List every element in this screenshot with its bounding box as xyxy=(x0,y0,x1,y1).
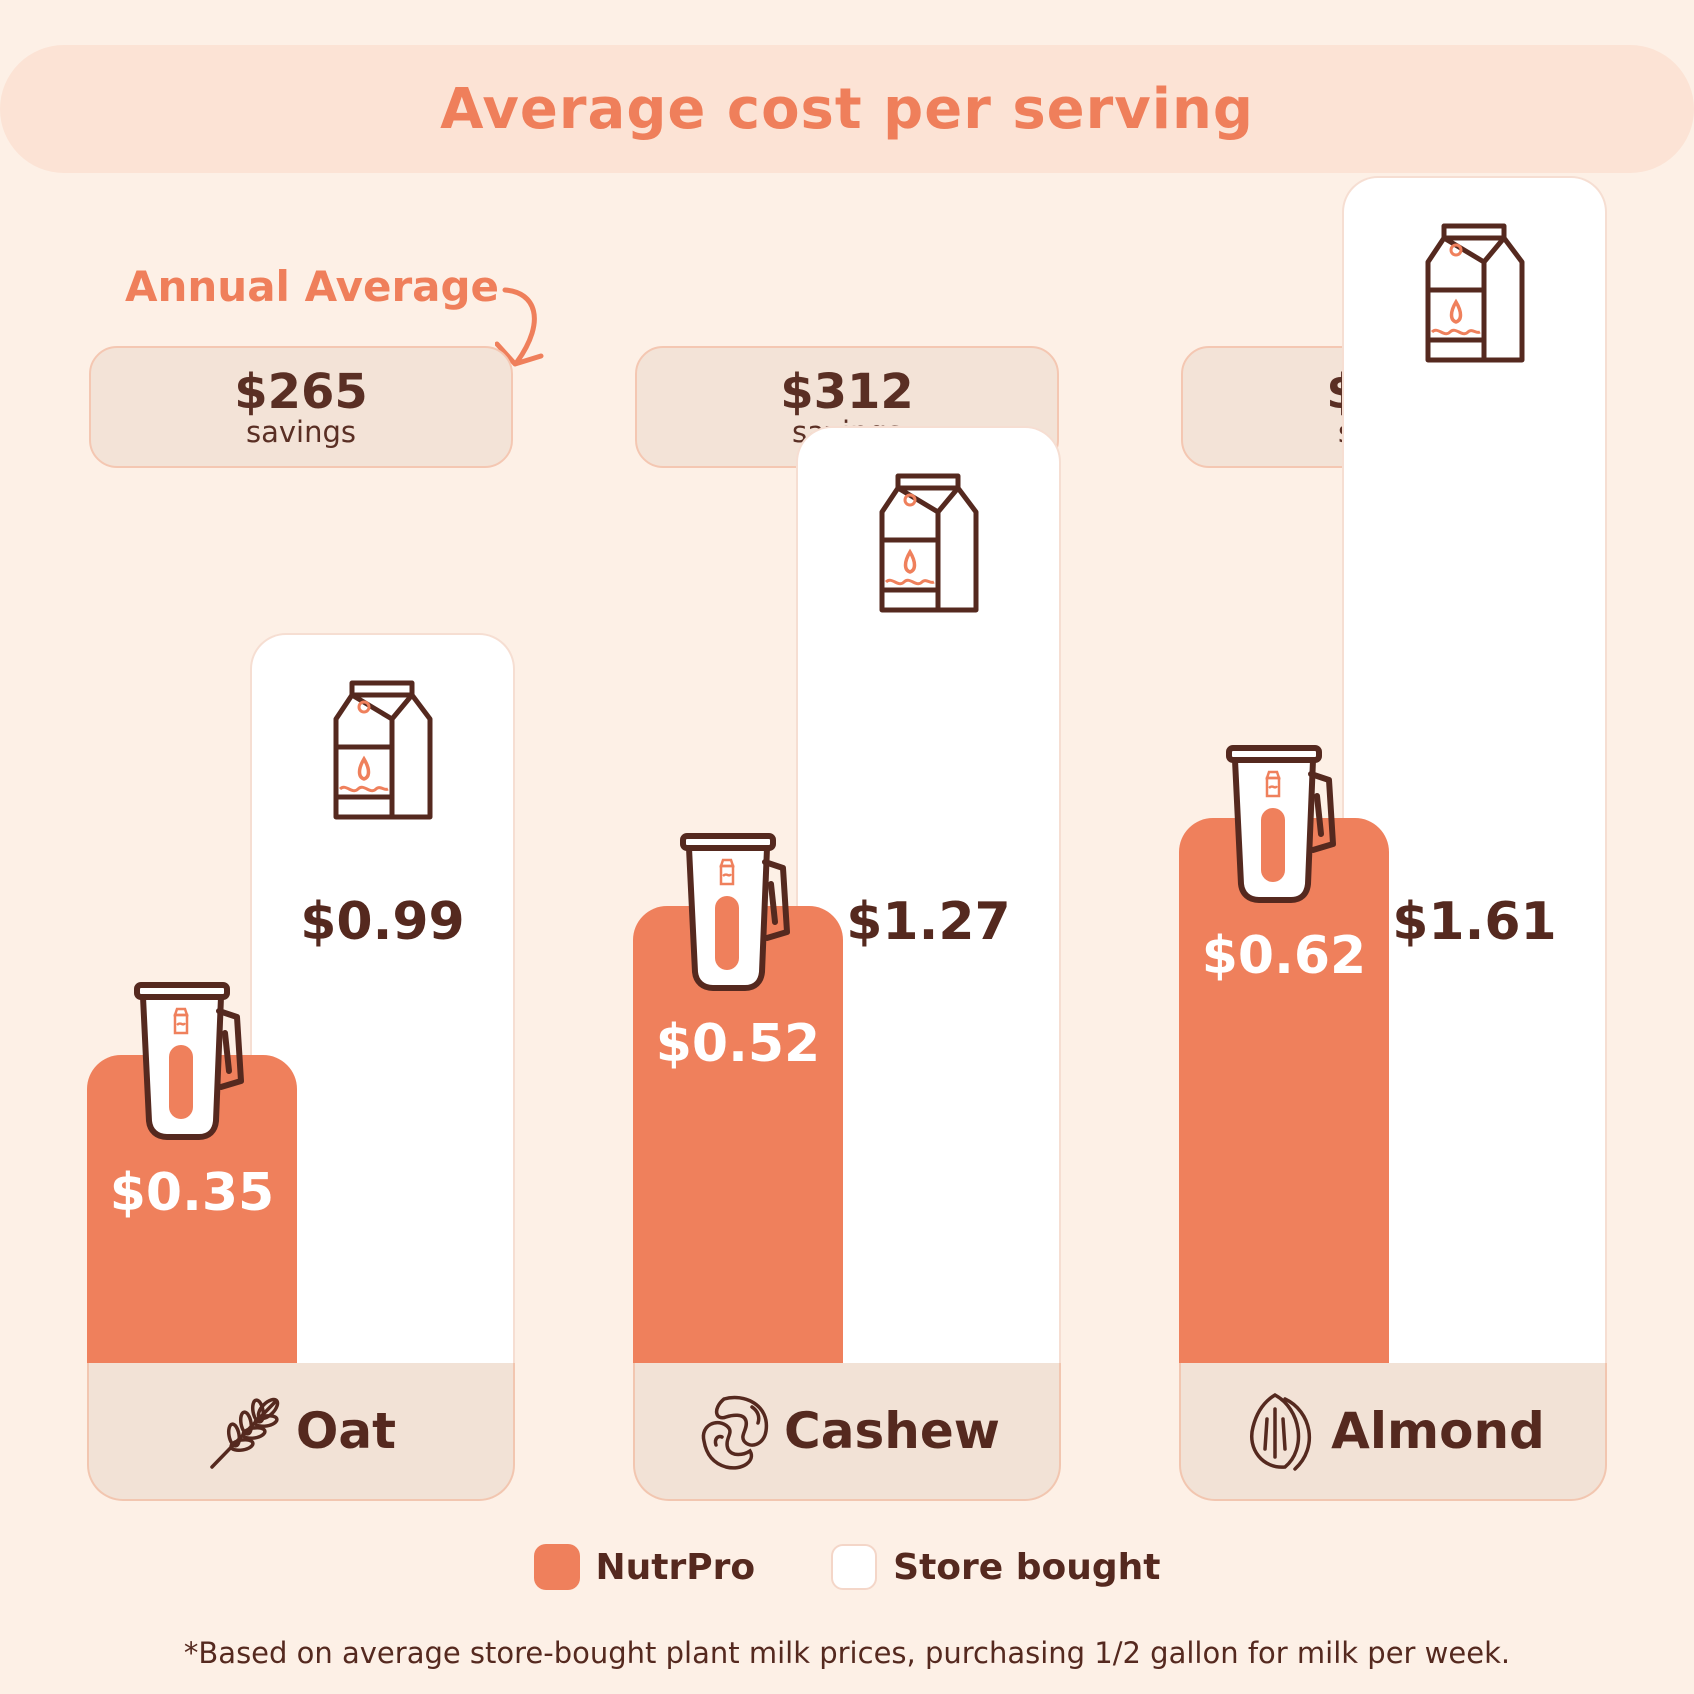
legend: NutrPro Store bought xyxy=(0,1544,1694,1590)
category-oat: Oat xyxy=(87,1363,515,1501)
savings-amount: $312 xyxy=(780,364,914,420)
category-cashew: Cashew xyxy=(633,1363,1061,1501)
cashew-icon xyxy=(701,1395,769,1470)
value-label-store: $1.27 xyxy=(846,892,1011,952)
legend-swatch-store xyxy=(831,1544,878,1590)
category-label: Oat xyxy=(295,1402,397,1460)
milk-carton-icon xyxy=(330,675,434,827)
chart-title: Average cost per serving xyxy=(440,76,1254,142)
value-label-store: $1.61 xyxy=(1392,892,1557,952)
category-label: Almond xyxy=(1331,1402,1545,1460)
savings-box-oat: $265 savings xyxy=(89,346,513,468)
savings-label: savings xyxy=(246,415,356,449)
wheat-icon xyxy=(210,1397,280,1469)
value-label-store: $0.99 xyxy=(300,892,465,952)
legend-swatch-nutrpro xyxy=(533,1544,580,1590)
milk-carton-icon xyxy=(876,468,980,620)
category-label: Cashew xyxy=(784,1402,1000,1460)
annual-average-annotation: Annual Average xyxy=(125,262,500,311)
legend-label-store: Store bought xyxy=(893,1546,1161,1588)
footnote: *Based on average store-bought plant mil… xyxy=(183,1636,1511,1670)
pitcher-icon xyxy=(675,822,795,1002)
value-label-nutrpro: $0.52 xyxy=(655,1014,821,1074)
category-almond: Almond xyxy=(1179,1363,1607,1501)
legend-label-nutrpro: NutrPro xyxy=(595,1546,756,1588)
milk-carton-icon xyxy=(1422,218,1526,370)
pitcher-icon xyxy=(1221,734,1341,914)
savings-amount: $265 xyxy=(234,364,368,420)
value-label-nutrpro: $0.62 xyxy=(1201,926,1367,986)
bar-nutrpro-almond xyxy=(1179,818,1389,1363)
title-bar: Average cost per serving xyxy=(0,45,1694,173)
value-label-nutrpro: $0.35 xyxy=(109,1163,275,1223)
pitcher-icon xyxy=(129,971,249,1151)
curved-arrow-icon xyxy=(495,287,544,367)
almond-icon xyxy=(1250,1392,1312,1471)
